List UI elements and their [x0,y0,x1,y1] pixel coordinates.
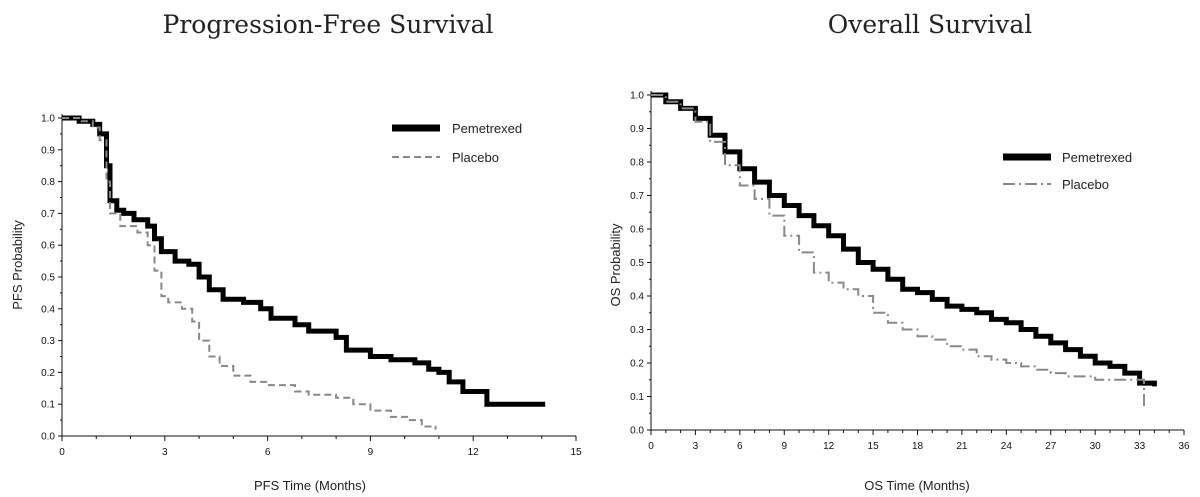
x-tick-label: 33 [1134,441,1146,452]
legend: Pemetrexed Placebo [392,121,522,165]
y-tick-label: 0.5 [630,258,644,269]
y-tick-label: 0.3 [41,336,55,347]
x-tick-label: 12 [823,441,835,452]
x-tick-label: 9 [781,441,787,452]
chart-title: Overall Survival [828,10,1033,39]
y-tick-label: 1.0 [41,114,55,125]
x-tick-label: 27 [1045,441,1057,452]
x-tick-label: 0 [648,441,654,452]
x-tick-label: 9 [368,447,374,458]
x-tick-label: 24 [1001,441,1013,452]
y-tick-label: 0.8 [41,177,55,188]
x-tick-label: 6 [737,441,743,452]
x-tick-label: 30 [1090,441,1102,452]
y-tick-label: 0.7 [41,209,55,220]
y-tick-label: 0.2 [41,368,55,379]
y-tick-label: 0.0 [41,432,55,443]
legend-label-placebo: Placebo [452,150,499,165]
pfs-chart: Progression-Free Survival PFS Time (Mont… [10,10,582,493]
y-tick-label: 0.2 [630,359,644,370]
x-tick-label: 3 [693,441,699,452]
y-tick-label: 0.4 [41,304,55,315]
legend-label-pemetrexed: Pemetrexed [1062,150,1132,165]
x-axis-label: PFS Time (Months) [254,478,366,493]
legend-label-pemetrexed: Pemetrexed [452,121,522,136]
y-axis-label: PFS Probability [10,220,25,310]
y-tick-label: 0.1 [630,392,644,403]
y-tick-label: 0.9 [41,145,55,156]
y-tick-label: 0.1 [41,400,55,411]
x-tick-label: 18 [912,441,924,452]
x-tick-label: 21 [956,441,968,452]
y-tick-label: 0.3 [630,325,644,336]
x-tick-label: 12 [468,447,480,458]
series-line-pemetrexed [651,92,1157,387]
series-line-placebo [62,117,437,430]
y-tick-label: 0.7 [630,191,644,202]
x-tick-label: 0 [59,447,65,458]
x-tick-label: 15 [868,441,880,452]
y-tick-label: 0.6 [41,241,55,252]
x-tick-label: 15 [570,447,582,458]
y-tick-label: 0.9 [630,124,644,135]
x-tick-label: 6 [265,447,271,458]
y-axis-label: OS Probability [608,223,623,307]
series-line-placebo [651,94,1145,407]
x-tick-label: 3 [162,447,168,458]
x-axis-label: OS Time (Months) [864,478,969,493]
y-tick-label: 0.6 [630,225,644,236]
legend: Pemetrexed Placebo [1003,150,1132,192]
y-tick-label: 0.4 [630,292,644,303]
y-tick-label: 0.8 [630,158,644,169]
x-tick-label: 36 [1178,441,1190,452]
y-tick-label: 0.0 [630,426,644,437]
chart-title: Progression-Free Survival [163,10,494,39]
legend-label-placebo: Placebo [1062,177,1109,192]
y-tick-label: 1.0 [630,91,644,102]
y-tick-label: 0.5 [41,273,55,284]
os-chart: Overall Survival OS Time (Months) OS Pro… [608,10,1190,493]
series-line-pemetrexed [62,115,546,407]
